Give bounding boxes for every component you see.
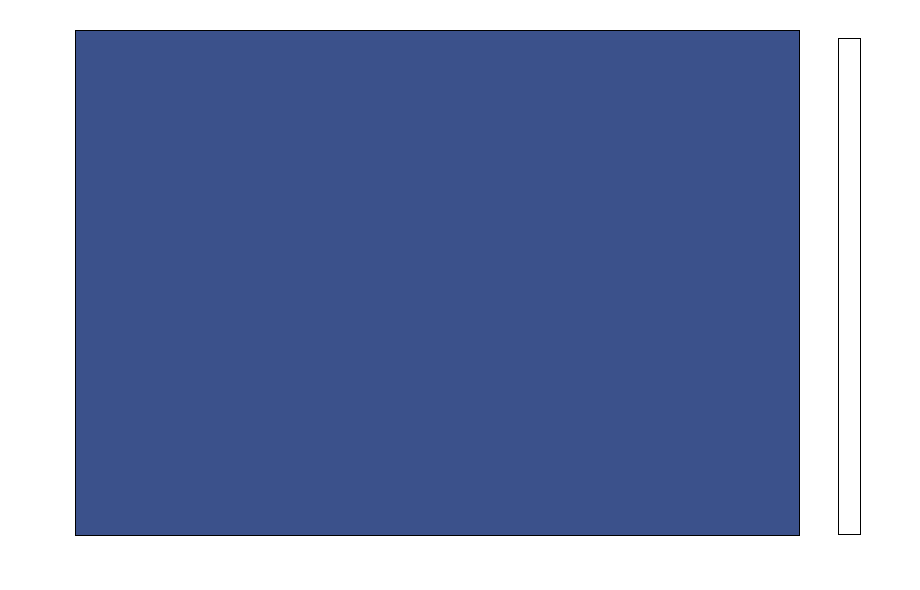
plot-area — [75, 30, 800, 536]
heatmap-canvas — [76, 31, 799, 535]
colorbar — [838, 38, 861, 535]
colorbar-canvas — [839, 39, 860, 534]
